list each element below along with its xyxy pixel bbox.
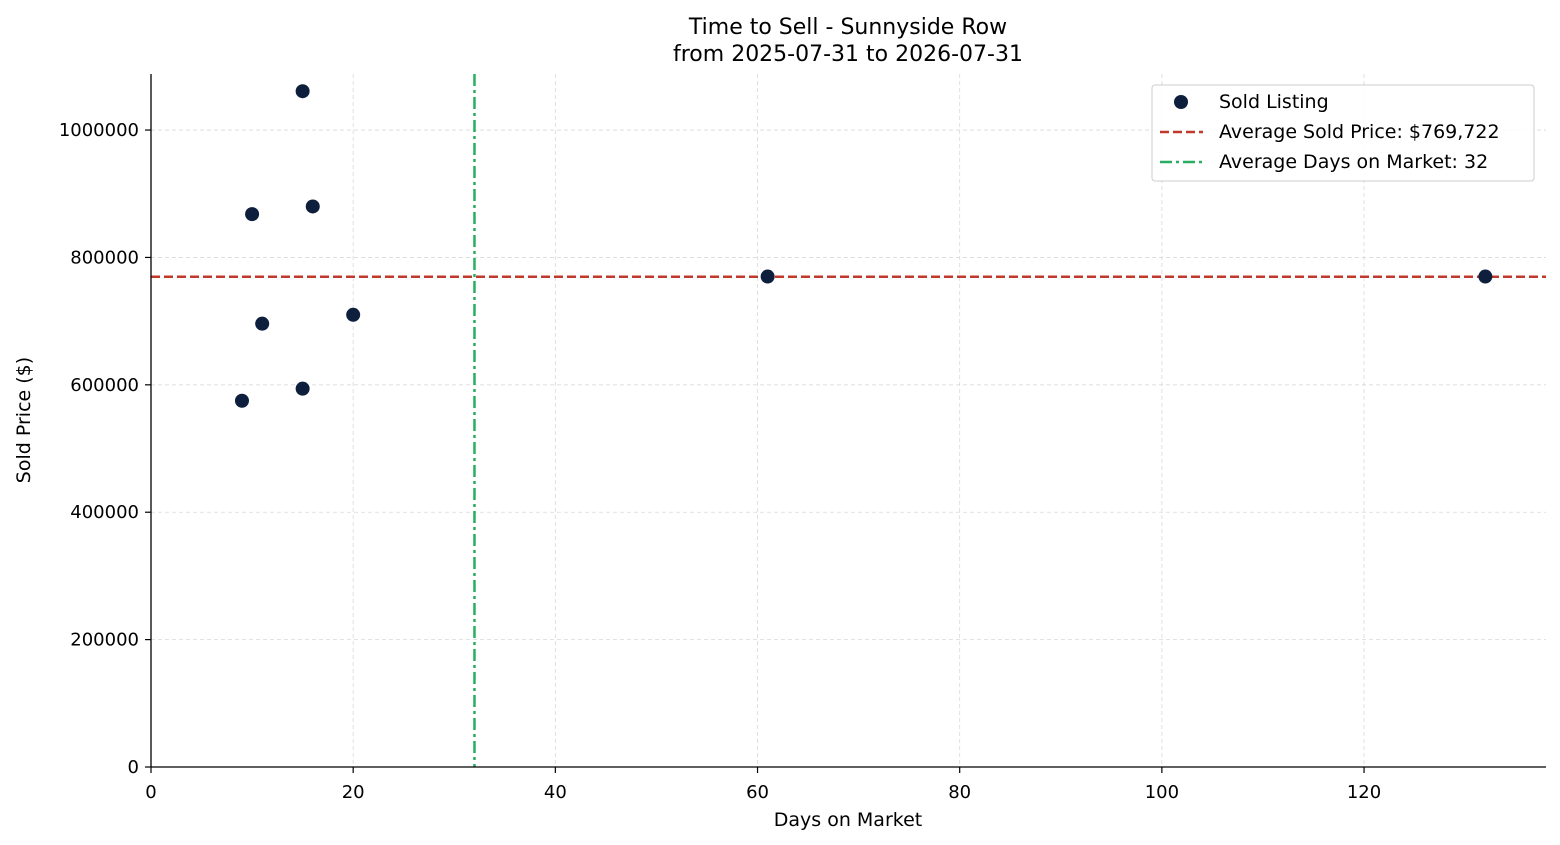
- x-axis-label: Days on Market: [774, 809, 922, 831]
- legend-label-avg-days: Average Days on Market: 32: [1219, 151, 1488, 173]
- x-tick-label: 60: [746, 782, 769, 803]
- data-point: [760, 269, 775, 284]
- y-tick-label: 200000: [70, 630, 139, 651]
- data-point: [255, 316, 270, 331]
- y-tick-label: 400000: [70, 502, 139, 523]
- chart-subtitle: from 2025-07-31 to 2026-07-31: [673, 42, 1023, 67]
- legend-marker-sold-listing: [1174, 95, 1188, 109]
- reference-lines-layer: [151, 74, 1546, 767]
- legend: Sold Listing Average Sold Price: $769,72…: [1151, 84, 1535, 182]
- chart-title: Time to Sell - Sunnyside Row: [688, 15, 1007, 40]
- data-point: [295, 381, 310, 396]
- y-tick-label: 800000: [70, 247, 139, 268]
- data-point: [1478, 269, 1493, 284]
- x-tick-label: 80: [948, 782, 971, 803]
- legend-label-sold-listing: Sold Listing: [1219, 91, 1329, 113]
- x-tick-label: 100: [1145, 782, 1179, 803]
- x-tick-label: 20: [342, 782, 365, 803]
- data-points-layer: [234, 84, 1493, 408]
- y-axis-label: Sold Price ($): [13, 357, 35, 483]
- data-point: [245, 207, 260, 222]
- axes-layer: [150, 74, 1546, 768]
- x-tick-label: 40: [544, 782, 567, 803]
- data-point: [346, 307, 361, 322]
- data-point: [305, 199, 320, 214]
- legend-label-avg-price: Average Sold Price: $769,722: [1219, 121, 1500, 143]
- y-tick-label: 0: [128, 757, 139, 778]
- legend-box: [1151, 84, 1535, 182]
- y-tick-label: 600000: [70, 375, 139, 396]
- x-tick-label: 120: [1347, 782, 1381, 803]
- x-tick-label: 0: [145, 782, 156, 803]
- data-point: [234, 393, 249, 408]
- data-point: [295, 84, 310, 99]
- ticks-layer: 0 20 40 60 80 100 120 0 200000 400000 600000 800000…: [59, 120, 1381, 803]
- y-tick-label: 1000000: [59, 120, 139, 141]
